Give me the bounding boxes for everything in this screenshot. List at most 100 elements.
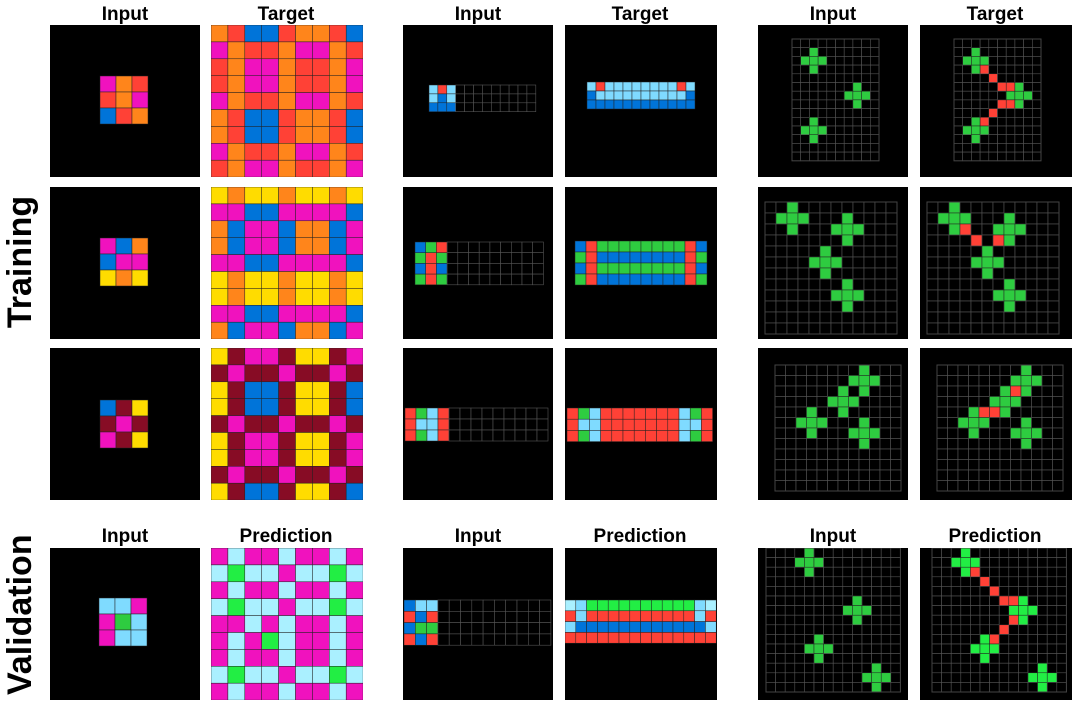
grid-cell — [981, 267, 994, 280]
grid-cell — [957, 375, 969, 387]
grid-cell — [861, 117, 871, 127]
grid-cell — [948, 278, 961, 291]
grid-cell — [705, 610, 717, 622]
grid-cell — [295, 159, 313, 177]
grid-cell — [890, 375, 902, 387]
grid-cell — [863, 322, 876, 335]
grid-cell — [791, 38, 801, 48]
grid-cell — [871, 557, 882, 568]
grid-cell — [1046, 586, 1058, 597]
grid-cell — [701, 430, 713, 442]
grid-cell — [962, 56, 972, 66]
grid-cell — [227, 220, 246, 238]
grid-cell — [227, 649, 246, 667]
grid-cell — [890, 469, 902, 481]
grid-cell — [823, 605, 834, 616]
grid-cell — [622, 418, 635, 431]
grid-cell — [970, 605, 981, 616]
grid-cell — [1023, 117, 1033, 127]
grid-cell — [765, 662, 776, 674]
grid-cell — [765, 595, 776, 606]
grid-cell — [482, 102, 492, 113]
grid-cell — [852, 143, 862, 153]
grid-cell — [989, 385, 1001, 397]
grid-cell — [959, 256, 972, 269]
grid-cell — [775, 643, 786, 654]
grid-cell — [962, 73, 972, 83]
grid-cell — [885, 278, 898, 291]
grid-cell — [115, 253, 133, 271]
grid-cell — [403, 633, 416, 646]
grid-cell — [978, 427, 990, 439]
grid-cell — [774, 480, 786, 492]
grid-cell — [827, 427, 839, 439]
grid-cell — [879, 438, 891, 450]
grid-cell — [261, 254, 279, 272]
grid-cell — [629, 632, 641, 644]
grid-cell — [1032, 38, 1042, 48]
grid-cell — [959, 212, 972, 225]
grid-cell — [278, 305, 296, 323]
grid-cell — [808, 234, 821, 247]
grid-cell — [1020, 480, 1032, 492]
grid-cell — [813, 566, 824, 578]
grid-cell — [890, 417, 902, 429]
grid-cell — [295, 482, 313, 500]
grid-cell — [848, 459, 860, 471]
grid-cell — [345, 58, 363, 76]
grid-cell — [890, 662, 901, 674]
grid-cell — [539, 622, 552, 635]
grid-cell — [1014, 256, 1027, 269]
grid-cell — [794, 557, 805, 568]
grid-cell — [489, 241, 501, 253]
grid-cell — [957, 427, 969, 439]
grid-cell — [661, 610, 674, 622]
grid-cell — [931, 643, 942, 654]
grid-cell — [1010, 459, 1022, 471]
grid-cell — [989, 448, 1001, 460]
grid-cell — [329, 271, 347, 289]
grid-cell — [775, 245, 788, 258]
grid-cell — [978, 438, 990, 450]
grid-cell — [785, 396, 797, 408]
grid-cell — [774, 406, 786, 418]
grid-cell — [981, 201, 994, 214]
grid-cell — [852, 256, 865, 269]
grid-cell — [890, 364, 902, 376]
grid-cell — [998, 576, 1010, 587]
grid-cell — [791, 82, 801, 92]
grid-cell — [936, 448, 948, 460]
grid-cell — [457, 252, 469, 264]
grid-cell — [953, 56, 963, 66]
grid-cell — [890, 643, 901, 654]
grid-cell — [649, 99, 660, 110]
grid-border — [765, 548, 901, 693]
grid-cell — [953, 151, 963, 162]
grid-cell — [931, 557, 942, 568]
grid-cell — [114, 597, 132, 615]
grid-cell — [950, 576, 962, 587]
grid-cell — [837, 364, 849, 376]
grid-cell — [941, 566, 952, 578]
grid-cell — [577, 418, 590, 431]
grid-cell — [936, 375, 948, 387]
grid-cell — [1023, 143, 1033, 153]
grid-cell — [989, 427, 1001, 439]
grid-cell — [879, 375, 891, 387]
grid-cell — [880, 653, 892, 664]
grid-cell — [784, 605, 796, 616]
grid-cell — [436, 263, 448, 275]
grid-cell — [1014, 212, 1027, 225]
grid-cell — [819, 234, 832, 247]
grid-cell — [775, 234, 788, 247]
grid-cell — [948, 311, 961, 324]
grid-cell — [295, 126, 313, 144]
grid-cell — [631, 81, 642, 92]
grid-cell — [808, 322, 821, 335]
grid-cell — [1047, 278, 1060, 291]
grid-cell — [1020, 448, 1032, 460]
grid-cell — [1027, 672, 1038, 683]
grid-cell — [765, 605, 776, 616]
grid-cell — [816, 375, 828, 387]
grid-cell — [795, 396, 807, 408]
